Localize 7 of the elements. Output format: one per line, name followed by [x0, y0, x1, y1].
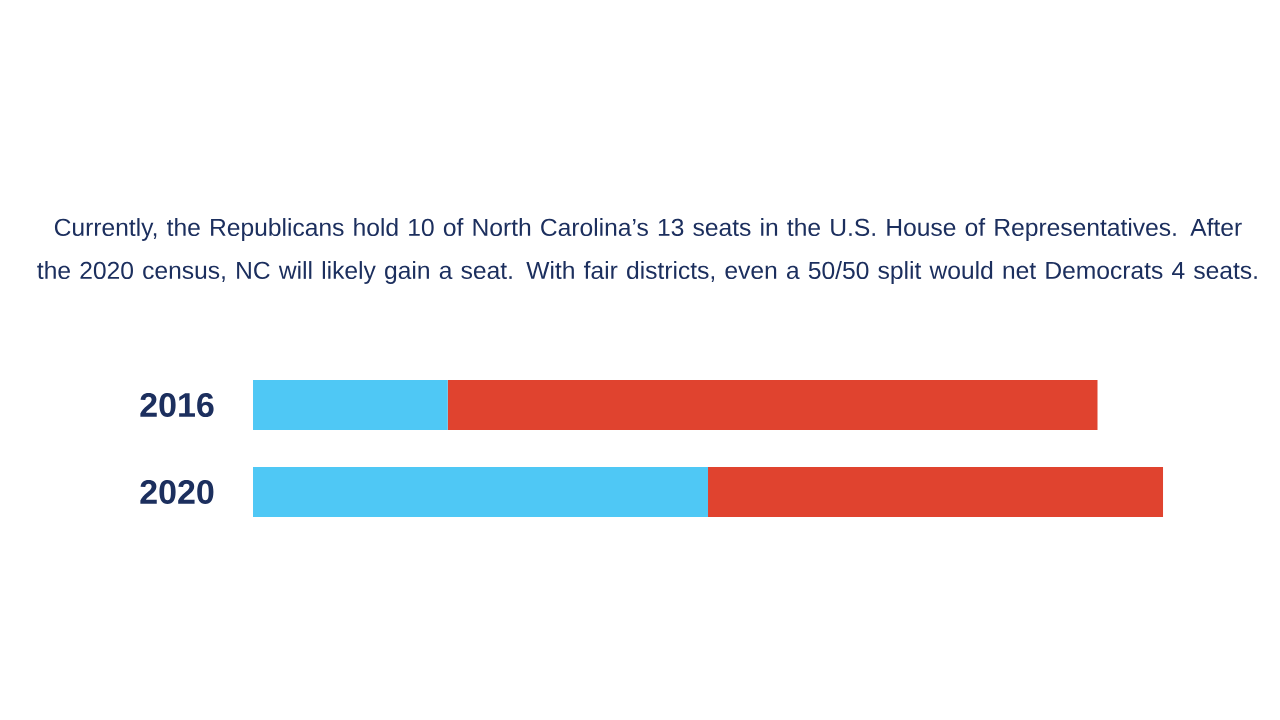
bar	[708, 467, 1164, 517]
y-tick-label: 2020	[140, 479, 214, 505]
y-tick-label: 2016	[140, 392, 214, 418]
bar	[253, 380, 448, 430]
bar	[447, 380, 1098, 430]
bar	[253, 467, 709, 517]
chart-title: Currently, the Republicans hold 10 of North Carolina’s 13 seats in the U.S. House of Representatives. After the 2020 census, NC will likely gain a seat. With fair districts, even a 50/50 split would net Democrats 4 seats.	[37, 218, 1257, 284]
